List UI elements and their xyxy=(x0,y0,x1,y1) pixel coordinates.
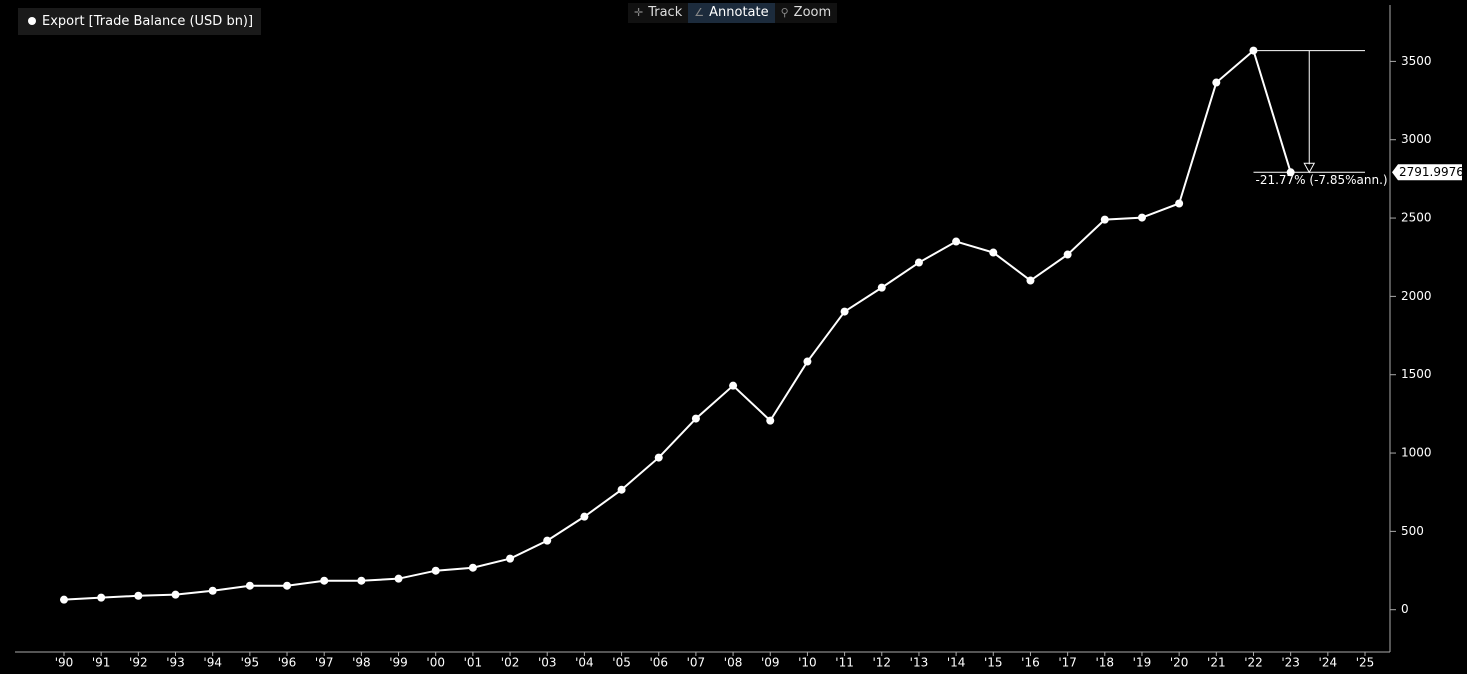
x-tick-label: '02 xyxy=(501,656,520,670)
y-tick-label: 1500 xyxy=(1401,367,1432,381)
data-point xyxy=(506,554,515,563)
data-point xyxy=(1212,78,1221,87)
track-button[interactable]: ✛ Track xyxy=(634,5,683,20)
x-tick-label: '24 xyxy=(1319,656,1338,670)
legend-label: Export [Trade Balance (USD bn)] xyxy=(42,14,254,29)
x-tick-label: '12 xyxy=(872,656,891,670)
x-tick-label: '06 xyxy=(649,656,668,670)
last-value-box xyxy=(1392,164,1462,181)
x-tick-label: '03 xyxy=(538,656,557,670)
last-value-label: 2791.9976 xyxy=(1399,165,1464,179)
data-point xyxy=(691,414,700,423)
y-tick-label: 3500 xyxy=(1401,54,1432,68)
data-point xyxy=(766,416,775,425)
annotate-button[interactable]: ∠ Annotate xyxy=(688,3,775,23)
y-tick-label: 0 xyxy=(1401,602,1409,616)
y-tick-label: 500 xyxy=(1401,524,1424,538)
data-point xyxy=(208,586,217,595)
x-tick-label: '94 xyxy=(203,656,222,670)
button-label: Track xyxy=(648,5,683,20)
data-point xyxy=(1175,199,1184,208)
data-point xyxy=(357,576,366,585)
data-point xyxy=(394,574,403,583)
data-point xyxy=(617,485,626,494)
data-point xyxy=(283,581,292,590)
x-tick-label: '08 xyxy=(724,656,743,670)
x-tick-label: '13 xyxy=(910,656,929,670)
y-tick-label: 2000 xyxy=(1401,289,1432,303)
x-tick-label: '20 xyxy=(1170,656,1189,670)
y-tick-label: 3000 xyxy=(1401,132,1432,146)
y-tick-label: 2500 xyxy=(1401,211,1432,225)
data-point xyxy=(171,590,180,599)
data-point xyxy=(320,576,329,585)
x-tick-label: '17 xyxy=(1058,656,1077,670)
data-point xyxy=(60,595,68,604)
data-point xyxy=(245,581,254,590)
data-point xyxy=(914,258,923,267)
data-point xyxy=(1026,276,1035,285)
x-tick-label: '05 xyxy=(612,656,631,670)
measure-arrowhead xyxy=(1303,162,1316,174)
button-label: Zoom xyxy=(793,5,832,20)
series-line xyxy=(63,48,1292,601)
x-tick-label: '18 xyxy=(1096,656,1115,670)
x-tick-label: '07 xyxy=(687,656,706,670)
x-tick-label: '99 xyxy=(389,656,408,670)
data-point xyxy=(431,566,440,575)
x-tick-label: '96 xyxy=(278,656,297,670)
button-label: Annotate xyxy=(709,5,769,20)
x-tick-label: '11 xyxy=(835,656,854,670)
data-point xyxy=(1063,250,1072,259)
data-point xyxy=(580,512,589,521)
x-tick-label: '95 xyxy=(241,656,260,670)
x-tick-label: '04 xyxy=(575,656,594,670)
data-point xyxy=(877,283,886,292)
x-tick-label: '98 xyxy=(352,656,371,670)
x-tick-label: '09 xyxy=(761,656,780,670)
x-tick-label: '91 xyxy=(92,656,111,670)
data-point xyxy=(543,536,552,545)
x-tick-label: '21 xyxy=(1207,656,1226,670)
zoom-button[interactable]: ⚲ Zoom xyxy=(780,5,832,20)
x-tick-label: '10 xyxy=(798,656,817,670)
x-tick-label: '00 xyxy=(426,656,445,670)
data-point xyxy=(97,593,106,602)
x-tick-label: '16 xyxy=(1021,656,1040,670)
data-point xyxy=(468,563,477,572)
x-tick-label: '01 xyxy=(464,656,483,670)
x-tick-label: '15 xyxy=(984,656,1003,670)
x-tick-label: '14 xyxy=(947,656,966,670)
data-point xyxy=(840,307,849,316)
x-tick-label: '22 xyxy=(1244,656,1263,670)
data-point xyxy=(134,591,143,600)
x-tick-label: '25 xyxy=(1356,656,1375,670)
annotation: -21.77% (-7.85%ann.) xyxy=(1255,173,1387,187)
data-point xyxy=(1100,215,1109,224)
legend[interactable]: Export [Trade Balance (USD bn)] xyxy=(18,8,262,35)
x-tick-label: '23 xyxy=(1281,656,1300,670)
data-point xyxy=(952,237,961,246)
data-point xyxy=(729,381,738,390)
data-point xyxy=(1137,213,1146,222)
legend-marker xyxy=(28,17,36,25)
y-tick-label: 1000 xyxy=(1401,446,1432,460)
x-tick-label: '93 xyxy=(166,656,185,670)
data-point xyxy=(989,248,998,257)
data-point xyxy=(803,357,812,366)
data-point xyxy=(654,453,663,462)
x-tick-label: '92 xyxy=(129,656,148,670)
x-tick-label: '90 xyxy=(55,656,74,670)
x-tick-label: '19 xyxy=(1133,656,1152,670)
toolbar: ✛ Track ∠ Annotate ⚲ Zoom xyxy=(628,3,838,23)
x-tick-label: '97 xyxy=(315,656,334,670)
